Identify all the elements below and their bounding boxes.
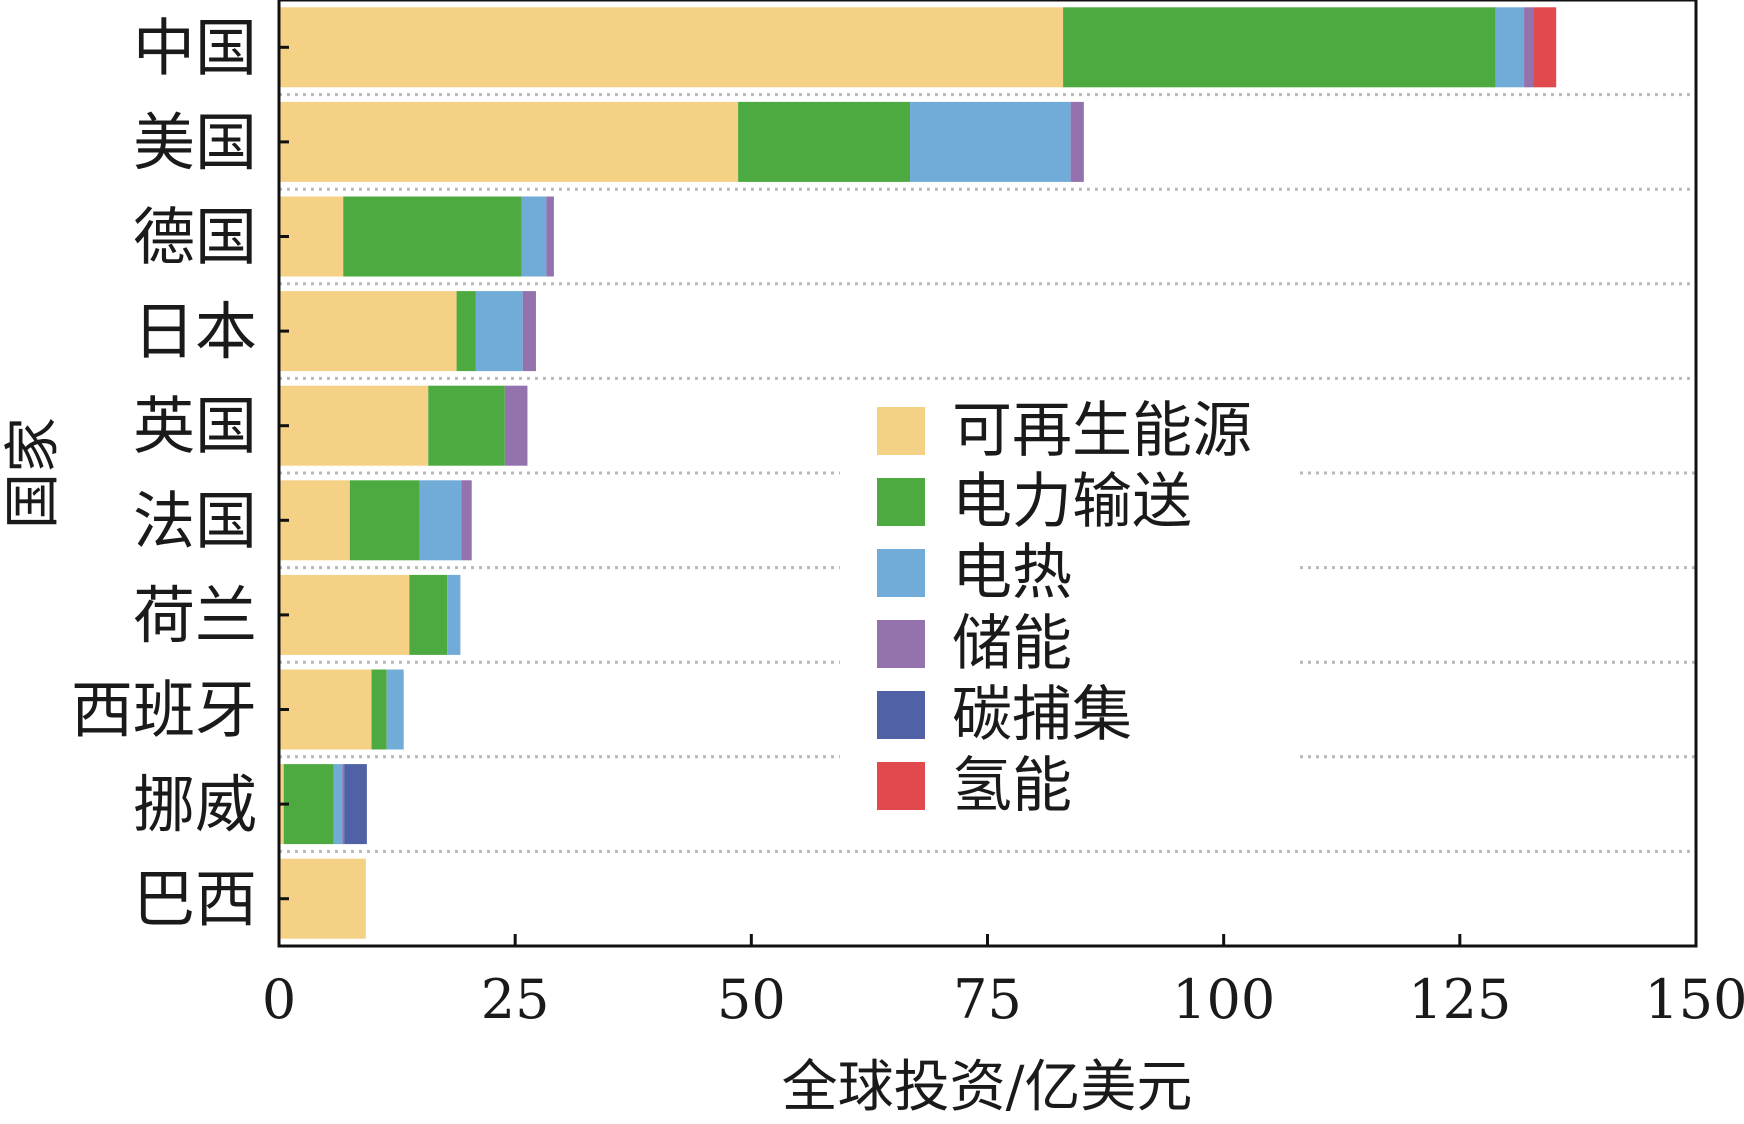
- bar-segment: [386, 669, 404, 750]
- bar-segment: [428, 385, 505, 466]
- bar-segment: [738, 101, 911, 182]
- bar-segment: [279, 291, 457, 372]
- bar-segment: [910, 101, 1071, 182]
- bar-segment: [1063, 7, 1496, 88]
- legend-swatch: [877, 620, 925, 668]
- bar-segment: [279, 669, 372, 750]
- bar-segment: [279, 101, 739, 182]
- legend-label: 氢能: [952, 751, 1072, 821]
- bar-segment: [1524, 7, 1534, 88]
- bar-segment: [1070, 101, 1084, 182]
- category-label: 日本: [133, 295, 257, 368]
- bar-segment: [546, 196, 554, 277]
- legend-label: 碳捕集: [952, 680, 1132, 750]
- bars: [279, 7, 1557, 939]
- bar-segment: [279, 574, 410, 655]
- x-axis-title: 全球投资/亿美元: [782, 1055, 1193, 1120]
- legend-swatch: [877, 762, 925, 810]
- bar-segment: [279, 196, 344, 277]
- bar-segment: [371, 669, 387, 750]
- legend-label: 可再生能源: [952, 396, 1252, 466]
- category-label: 巴西: [133, 863, 257, 936]
- category-label: 德国: [133, 201, 257, 274]
- x-tick-label: 125: [1408, 968, 1511, 1031]
- x-tick-label: 100: [1172, 968, 1275, 1031]
- bar-segment: [475, 291, 523, 372]
- bar-segment: [333, 764, 343, 845]
- legend-label: 储能: [952, 609, 1072, 679]
- x-axis-ticks: 0 25 50 75 100 125 150: [262, 934, 1744, 1031]
- bar-segment: [279, 480, 350, 561]
- legend-swatch: [877, 691, 925, 739]
- bar-segment: [279, 385, 429, 466]
- x-tick-label: 25: [481, 968, 550, 1031]
- category-label: 挪威: [133, 768, 257, 841]
- bar-segment: [456, 291, 476, 372]
- category-label: 英国: [133, 390, 257, 463]
- bar-segment: [279, 7, 1064, 88]
- y-axis-title: 国家: [1, 417, 66, 529]
- legend-swatch: [877, 549, 925, 597]
- bar-segment: [447, 574, 461, 655]
- bar-segment: [522, 291, 536, 372]
- x-tick-label: 0: [262, 968, 296, 1031]
- bar-segment: [344, 764, 367, 845]
- legend-swatch: [877, 407, 925, 455]
- category-label: 中国: [133, 11, 257, 84]
- bar-segment: [419, 480, 462, 561]
- category-label: 荷兰: [133, 579, 257, 652]
- bar-segment: [343, 196, 522, 277]
- legend-label: 电力输送: [952, 467, 1192, 537]
- bar-segment: [342, 764, 345, 845]
- x-tick-label: 75: [953, 968, 1022, 1031]
- legend-label: 电热: [952, 538, 1072, 608]
- bar-segment: [349, 480, 420, 561]
- gridlines: [279, 93, 1696, 853]
- bar-segment: [504, 385, 528, 466]
- category-label: 西班牙: [71, 674, 257, 747]
- x-tick-label: 50: [717, 968, 786, 1031]
- category-label: 美国: [133, 106, 257, 179]
- bar-segment: [461, 480, 472, 561]
- bar-segment: [283, 764, 334, 845]
- x-tick-label: 150: [1644, 968, 1744, 1031]
- legend-swatch: [877, 478, 925, 526]
- bar-segment: [521, 196, 547, 277]
- category-label: 法国: [133, 484, 257, 557]
- bar-segment: [279, 858, 366, 939]
- bar-segment: [409, 574, 448, 655]
- bar-segment: [1495, 7, 1525, 88]
- bar-segment: [1533, 7, 1557, 88]
